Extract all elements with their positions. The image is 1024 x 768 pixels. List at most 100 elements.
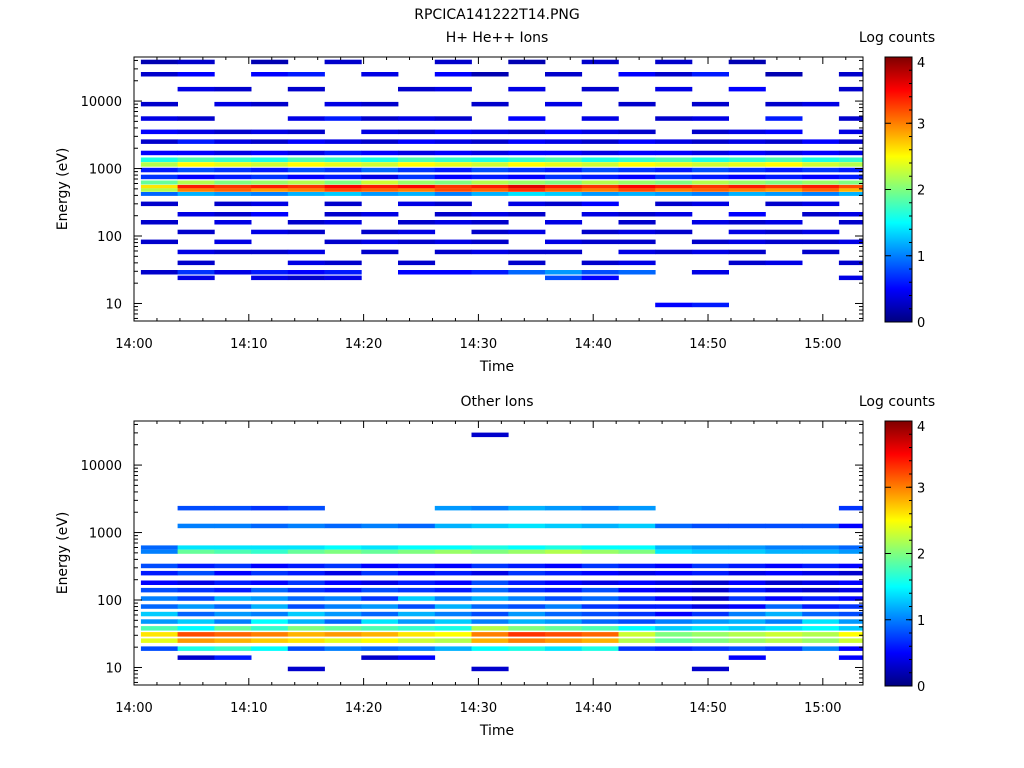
heatmap-cell bbox=[324, 545, 362, 550]
heatmap-cell bbox=[140, 188, 178, 192]
heatmap-cell bbox=[728, 86, 766, 92]
heatmap-cell bbox=[140, 201, 178, 207]
heatmap-cell bbox=[581, 604, 619, 609]
heatmap-cell bbox=[471, 638, 509, 643]
heatmap-cell bbox=[324, 580, 362, 585]
heatmap-cell bbox=[508, 201, 546, 207]
heatmap-cell bbox=[545, 184, 583, 189]
heatmap-cell bbox=[214, 129, 252, 135]
heatmap-cell bbox=[214, 505, 252, 511]
heatmap-cell bbox=[287, 275, 325, 281]
heatmap-cell bbox=[618, 220, 656, 225]
heatmap-cell bbox=[655, 86, 693, 92]
heatmap-cell bbox=[398, 174, 436, 180]
heatmap-cell bbox=[361, 523, 399, 529]
heatmap-cell bbox=[728, 249, 766, 255]
heatmap-cell bbox=[691, 580, 729, 585]
heatmap-cell bbox=[140, 270, 178, 275]
x-tick-label: 14:00 bbox=[115, 337, 152, 352]
heatmap-cell bbox=[728, 655, 766, 660]
heatmap-cell bbox=[434, 220, 472, 225]
heatmap-cell bbox=[434, 626, 472, 631]
heatmap-cell bbox=[471, 162, 509, 167]
heatmap-cell bbox=[434, 619, 472, 624]
heatmap-cell bbox=[324, 638, 362, 643]
heatmap-cell bbox=[655, 201, 693, 207]
heatmap-cell bbox=[581, 596, 619, 601]
heatmap-cell bbox=[140, 180, 178, 185]
heatmap-cell bbox=[434, 549, 472, 554]
heatmap-cell bbox=[765, 201, 803, 207]
heatmap-cell bbox=[214, 549, 252, 554]
heatmap-cell bbox=[434, 523, 472, 529]
heatmap-cell bbox=[691, 545, 729, 550]
y-tick-label: 10 bbox=[105, 661, 122, 676]
heatmap-cell bbox=[324, 239, 362, 245]
heatmap-cell bbox=[398, 162, 436, 167]
heatmap-cell bbox=[765, 619, 803, 624]
heatmap-cell bbox=[655, 545, 693, 550]
heatmap-cell bbox=[581, 275, 619, 281]
heatmap-cell bbox=[287, 192, 325, 196]
heatmap-cell bbox=[324, 201, 362, 207]
heatmap-cell bbox=[765, 563, 803, 569]
heatmap-cell bbox=[398, 180, 436, 185]
heatmap-cell bbox=[728, 646, 766, 651]
heatmap-cell bbox=[618, 587, 656, 593]
heatmap-cell bbox=[655, 604, 693, 609]
heatmap-cell bbox=[728, 150, 766, 156]
heatmap-cell bbox=[655, 139, 693, 144]
heatmap-cell bbox=[691, 626, 729, 631]
heatmap-cell bbox=[324, 611, 362, 617]
heatmap-cell bbox=[728, 570, 766, 576]
heatmap-cell bbox=[728, 580, 766, 585]
heatmap-cell bbox=[434, 611, 472, 617]
heatmap-cell bbox=[140, 129, 178, 135]
heatmap-cell bbox=[398, 596, 436, 601]
heatmap-cell bbox=[251, 570, 289, 576]
heatmap-cell bbox=[287, 523, 325, 529]
heatmap-cell bbox=[140, 167, 178, 173]
heatmap-cell bbox=[434, 162, 472, 167]
heatmap-cell bbox=[838, 619, 864, 624]
heatmap-cell bbox=[581, 646, 619, 651]
heatmap-cell bbox=[508, 587, 546, 593]
heatmap-cell bbox=[434, 59, 472, 65]
heatmap-cell bbox=[655, 192, 693, 196]
heatmap-cell bbox=[802, 596, 840, 601]
heatmap-cell bbox=[508, 596, 546, 601]
y-tick-label: 10000 bbox=[81, 459, 122, 474]
heatmap-cell bbox=[140, 638, 178, 643]
heatmap-cell bbox=[618, 626, 656, 631]
heatmap-cell bbox=[838, 139, 864, 144]
heatmap-cell bbox=[471, 632, 509, 637]
heatmap-cell bbox=[838, 260, 864, 266]
heatmap-cell bbox=[802, 167, 840, 173]
heatmap-cell bbox=[545, 180, 583, 185]
heatmap-cell bbox=[765, 192, 803, 196]
heatmap-cell bbox=[287, 116, 325, 121]
heatmap-cell bbox=[251, 646, 289, 651]
heatmap-cell bbox=[177, 150, 215, 156]
heatmap-cell bbox=[765, 167, 803, 173]
heatmap-cell bbox=[361, 72, 399, 77]
heatmap-cell bbox=[802, 570, 840, 576]
heatmap-cell bbox=[324, 275, 362, 281]
heatmap-cell bbox=[508, 180, 546, 185]
heatmap-cell bbox=[434, 604, 472, 609]
heatmap-cell bbox=[434, 239, 472, 245]
heatmap-cell bbox=[324, 270, 362, 275]
heatmap-cell bbox=[765, 101, 803, 107]
heatmap-cell bbox=[177, 157, 215, 162]
heatmap-cell bbox=[581, 563, 619, 569]
heatmap-cell bbox=[838, 167, 864, 173]
heatmap-cell bbox=[655, 59, 693, 65]
heatmap-cell bbox=[398, 655, 436, 660]
heatmap-cell bbox=[471, 549, 509, 554]
heatmap-cell bbox=[287, 86, 325, 92]
heatmap-cell bbox=[691, 632, 729, 637]
x-tick-label: 15:00 bbox=[804, 337, 841, 352]
heatmap-cell bbox=[581, 587, 619, 593]
heatmap-cell bbox=[691, 619, 729, 624]
heatmap-cell bbox=[214, 184, 252, 189]
